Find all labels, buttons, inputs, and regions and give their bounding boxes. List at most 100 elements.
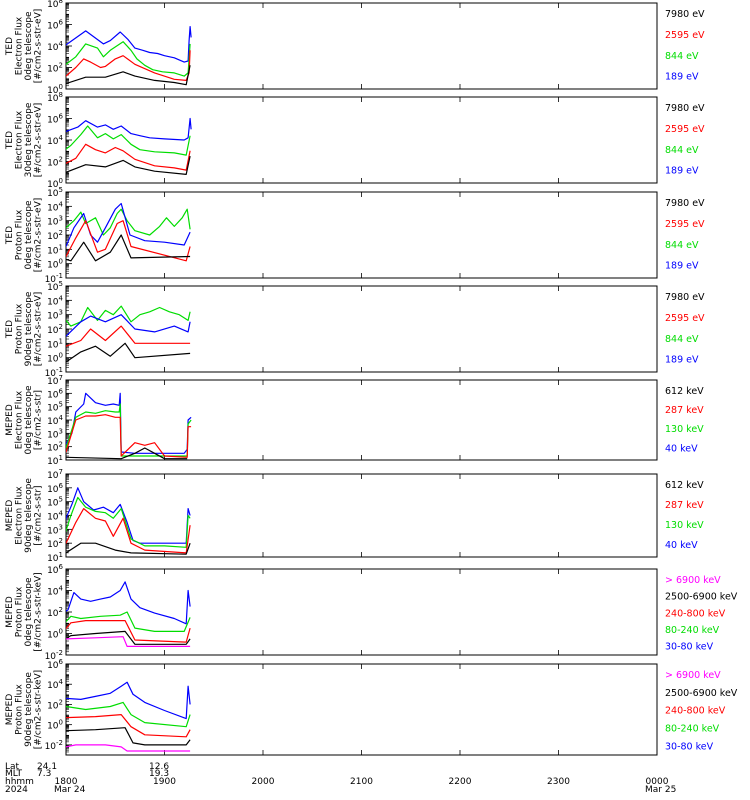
legend-entry: 287 keV (665, 405, 704, 416)
y-tick-label: 100 (47, 83, 63, 96)
y-tick-label: 100 (47, 628, 63, 641)
series-line (66, 155, 191, 175)
y-tick-label: 104 (47, 585, 63, 598)
y-tick-label: 106 (47, 387, 63, 400)
y-tick-label: 104 (47, 294, 63, 307)
legend-entry: 40 keV (665, 540, 698, 551)
legend-entry: 844 eV (665, 334, 699, 345)
series-line (66, 202, 191, 248)
legend-entry: 40 keV (665, 443, 698, 454)
lat-value: 12.6 (149, 762, 169, 772)
legend-entry: 80-240 keV (665, 724, 720, 735)
footer-row-label: 2024 (5, 785, 28, 795)
y-tick-label: 106 (47, 482, 63, 495)
y-tick-label: 102 (47, 606, 63, 619)
y-axis-label-line: 0deg telescope (24, 200, 34, 270)
series-line (66, 342, 191, 363)
y-tick-label: 103 (47, 309, 63, 322)
series-line (66, 65, 191, 86)
series-line (66, 701, 191, 728)
legend-entry: 189 eV (665, 355, 699, 366)
legend-entry: 80-240 keV (665, 625, 720, 636)
y-axis-label-line: Electron Flux (15, 486, 25, 545)
legend-entry: 30-80 keV (665, 741, 714, 752)
y-axis-label-line: Proton Flux (15, 303, 25, 354)
legend-entry: 2500-6900 keV (665, 592, 738, 603)
legend-entry: 7980 eV (665, 103, 705, 114)
legend-entry: > 6900 keV (665, 575, 721, 586)
y-axis-label-line: MEPED (5, 404, 15, 436)
y-tick-label: 106 (47, 658, 63, 671)
panel-7: 10-2 100 102 104 106 MEPED Proton Flux 0deg tel… (5, 563, 738, 662)
series-line (66, 305, 191, 327)
y-tick-label: 100 (47, 352, 63, 365)
legend-entry: 844 eV (665, 145, 699, 156)
date-label: Mar 24 (54, 785, 86, 795)
footer-row-label: Lat (5, 762, 20, 772)
y-tick-label: 102 (47, 323, 63, 336)
series-line (66, 447, 188, 460)
y-tick-label: 101 (47, 454, 63, 467)
series-line (66, 581, 191, 625)
legend-entry: 612 keV (665, 386, 704, 397)
legend-entry: 2595 eV (665, 30, 705, 41)
y-axis-label-line: Electron Flux (15, 110, 25, 169)
series-line (66, 414, 192, 458)
panel-frame (65, 663, 658, 756)
legend-entry: 189 eV (665, 261, 699, 272)
y-tick-label: 108 (47, 0, 63, 10)
y-tick-label: 102 (47, 537, 63, 550)
hhmm-label: 2300 (547, 777, 570, 787)
series-line (66, 325, 191, 347)
panel-frame (65, 568, 658, 656)
legend-entry: 189 eV (665, 166, 699, 177)
legend-entry: 240-800 keV (665, 608, 726, 619)
hhmm-label: 2200 (449, 777, 472, 787)
panel-frame (65, 285, 658, 373)
y-tick-label: 104 (47, 510, 63, 523)
panel-1: 100 102 104 106 108 TED Electron Flux 0deg tele… (5, 0, 705, 96)
series-line (66, 611, 191, 633)
y-axis-label-line: 90deg telescope (24, 478, 34, 553)
y-tick-label: 10-1 (45, 272, 63, 285)
y-tick-label: 101 (47, 337, 63, 350)
legend-entry: 2595 eV (665, 313, 705, 324)
y-axis-label-line: [#/cm2-s-str-eV] (34, 9, 44, 84)
series-line (66, 392, 192, 454)
panel-frame (65, 96, 658, 184)
y-axis-label-line: [#/cm2-s-str-eV] (34, 198, 44, 273)
series-line (66, 727, 191, 746)
y-axis-label-line: TED (5, 131, 15, 150)
series-group (66, 117, 192, 175)
legend-entry: 130 keV (665, 424, 704, 435)
legend-entry: 130 keV (665, 520, 704, 531)
legend-entry: 287 keV (665, 500, 704, 511)
y-tick-label: 10-2 (45, 649, 63, 662)
series-group (66, 26, 192, 86)
legend-entry: 2500-6900 keV (665, 688, 738, 699)
y-axis-label-line: 0deg telescope (24, 11, 34, 81)
series-line (66, 681, 191, 720)
y-axis-label-line: [#/cm2-s-str] (34, 390, 44, 450)
series-line (66, 208, 191, 236)
y-tick-label: 106 (47, 563, 63, 576)
panel-frame (65, 473, 658, 558)
series-line (66, 26, 192, 63)
y-tick-label: 102 (47, 441, 63, 454)
series-line (66, 117, 192, 141)
legend-entry: 612 keV (665, 480, 704, 491)
y-axis-label-line: [#/cm2-s-str] (34, 485, 44, 545)
y-tick-label: 105 (47, 496, 63, 509)
y-axis-label-line: [#/cm2-s-str-keV] (34, 572, 44, 651)
y-axis-label-line: TED (5, 37, 15, 56)
y-axis-label-line: TED (5, 226, 15, 245)
y-axis-label-line: [#/cm2-s-str-eV] (34, 292, 44, 367)
y-tick-label: 108 (47, 91, 63, 104)
y-tick-label: 105 (47, 401, 63, 414)
series-line (66, 619, 191, 643)
y-tick-label: 100 (47, 258, 63, 271)
